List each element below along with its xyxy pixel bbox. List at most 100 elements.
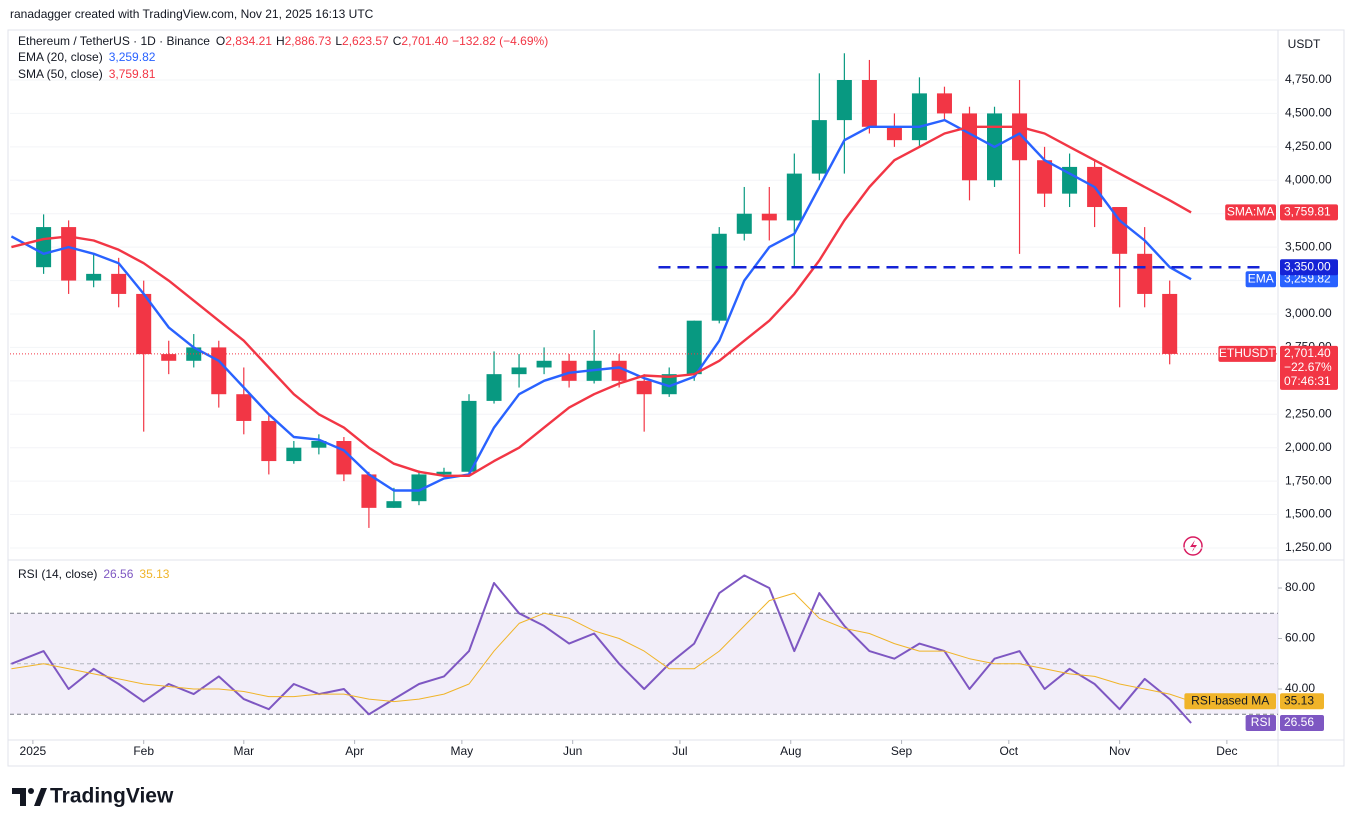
legend-entry: RSI (14, close) 26.56 35.13: [18, 567, 170, 581]
legend-title: RSI (14, close): [18, 567, 97, 581]
candle-body: [161, 354, 177, 361]
x-tick-label: Dec: [1216, 744, 1237, 758]
brand: TradingView: [50, 785, 174, 808]
candle-body: [761, 213, 777, 221]
x-tick-label: Nov: [1109, 744, 1130, 758]
legend-value: 26.56: [103, 567, 133, 581]
candle-body: [61, 227, 77, 281]
candle-body: [136, 293, 152, 355]
candle-body: [1037, 160, 1053, 194]
y-tick-label: 40.00: [1285, 681, 1315, 695]
price-tag-name: SMA:MA: [1227, 205, 1274, 219]
candle-body: [111, 273, 127, 294]
y-tick-label: 3,500.00: [1285, 239, 1332, 253]
x-tick-label: Apr: [345, 744, 364, 758]
candle-body: [636, 380, 652, 395]
candle-body: [386, 501, 402, 508]
tag-value: 35.13: [1284, 693, 1314, 707]
x-tick-label: Aug: [780, 744, 801, 758]
level-tag: 3,350.00: [1284, 259, 1331, 273]
y-tick-label: 60.00: [1285, 631, 1315, 645]
tag-name: RSI-based MA: [1191, 693, 1269, 707]
candle-body: [1062, 166, 1078, 194]
legend-name: EMA (20, close): [18, 50, 103, 64]
candle-body: [661, 374, 677, 395]
price-tag-name: EMA: [1248, 271, 1274, 285]
candle-body: [461, 400, 477, 472]
price-tag-value: 3,759.81: [1284, 205, 1331, 219]
y-tick-label: 4,750.00: [1285, 72, 1332, 86]
candle-body: [686, 320, 702, 375]
candle-body: [886, 126, 902, 141]
y-tick-label: 1,500.00: [1285, 507, 1332, 521]
candle-body: [211, 347, 227, 395]
event-icon: [1183, 536, 1203, 556]
x-tick-label: Oct: [999, 744, 1018, 758]
frame: [7, 29, 1345, 767]
candle-body: [86, 273, 102, 281]
price-tag-box: [1280, 271, 1338, 288]
ohlc-value: 2,886.73: [285, 34, 332, 48]
attribution: ranadagger created with TradingView.com,…: [10, 7, 374, 21]
ohlc-value: 2,701.40: [401, 34, 448, 48]
series-line: [11, 574, 1192, 724]
x-tick-label: Feb: [133, 744, 154, 758]
tag-name-box: [1184, 693, 1276, 710]
candle-body: [711, 233, 727, 321]
candle-body: [911, 93, 927, 141]
series-line: [11, 592, 1192, 703]
candle-body: [1137, 253, 1153, 294]
candle-body: [361, 474, 377, 508]
tag-value-box: [1280, 714, 1324, 731]
legend-title: Ethereum / TetherUS · 1D · Binance: [18, 34, 210, 48]
tag-name-box: [1245, 714, 1276, 731]
series-line: [11, 125, 1192, 477]
currency: USDT: [1288, 37, 1321, 51]
x-tick-label: Mar: [233, 744, 254, 758]
tag-value-box: [1280, 693, 1324, 710]
x-tick-label: Sep: [891, 744, 913, 758]
legend-entry: SMA (50, close) 3,759.81: [18, 67, 156, 81]
candle-body: [611, 360, 627, 381]
y-tick-label: 2,250.00: [1285, 406, 1332, 420]
brand-logo: [12, 788, 47, 806]
candle-body: [486, 374, 502, 401]
y-tick-label: 4,500.00: [1285, 106, 1332, 120]
y-tick-label: 1,750.00: [1285, 473, 1332, 487]
x-tick-label: Jul: [672, 744, 687, 758]
ohlc-key: H: [276, 34, 285, 48]
y-tick-label: 3,000.00: [1285, 306, 1332, 320]
candle-body: [561, 360, 577, 381]
legend-entry: EMA (20, close) 3,259.82: [18, 50, 156, 64]
candle-body: [411, 474, 427, 502]
change: −132.82 (−4.69%): [452, 34, 548, 48]
ohlc-key: C: [393, 34, 402, 48]
tag-value: 26.56: [1284, 715, 1314, 729]
series-line: [10, 118, 1192, 492]
candle-body: [1112, 207, 1128, 254]
candle-body: [1012, 113, 1028, 161]
tag-name: RSI: [1251, 715, 1271, 729]
legend-value: 3,759.81: [109, 67, 156, 81]
candle-body: [836, 80, 852, 121]
y-tick-label: 4,250.00: [1285, 139, 1332, 153]
y-tick-label: 80.00: [1285, 580, 1315, 594]
y-tick-label: 4,000.00: [1285, 172, 1332, 186]
candle-body: [861, 80, 877, 127]
candle-body: [236, 394, 252, 421]
last-price-box: [1280, 345, 1338, 390]
price-tag-name-box: [1245, 271, 1276, 288]
y-tick-label: 1,250.00: [1285, 540, 1332, 554]
x-tick-label: May: [451, 744, 474, 758]
ohlc-value: 2,834.21: [225, 34, 272, 48]
candle-body: [811, 120, 827, 174]
countdown: 07:46:31: [1284, 374, 1331, 388]
ohlc-key: L: [335, 34, 342, 48]
candle-body: [511, 367, 527, 375]
legend-header: Ethereum / TetherUS · 1D · Binance O2,834…: [18, 34, 548, 48]
last-price: 2,701.40: [1284, 346, 1331, 360]
ohlc-value: 2,623.57: [342, 34, 389, 48]
x-tick-label: Jun: [563, 744, 582, 758]
candle-body: [736, 213, 752, 234]
